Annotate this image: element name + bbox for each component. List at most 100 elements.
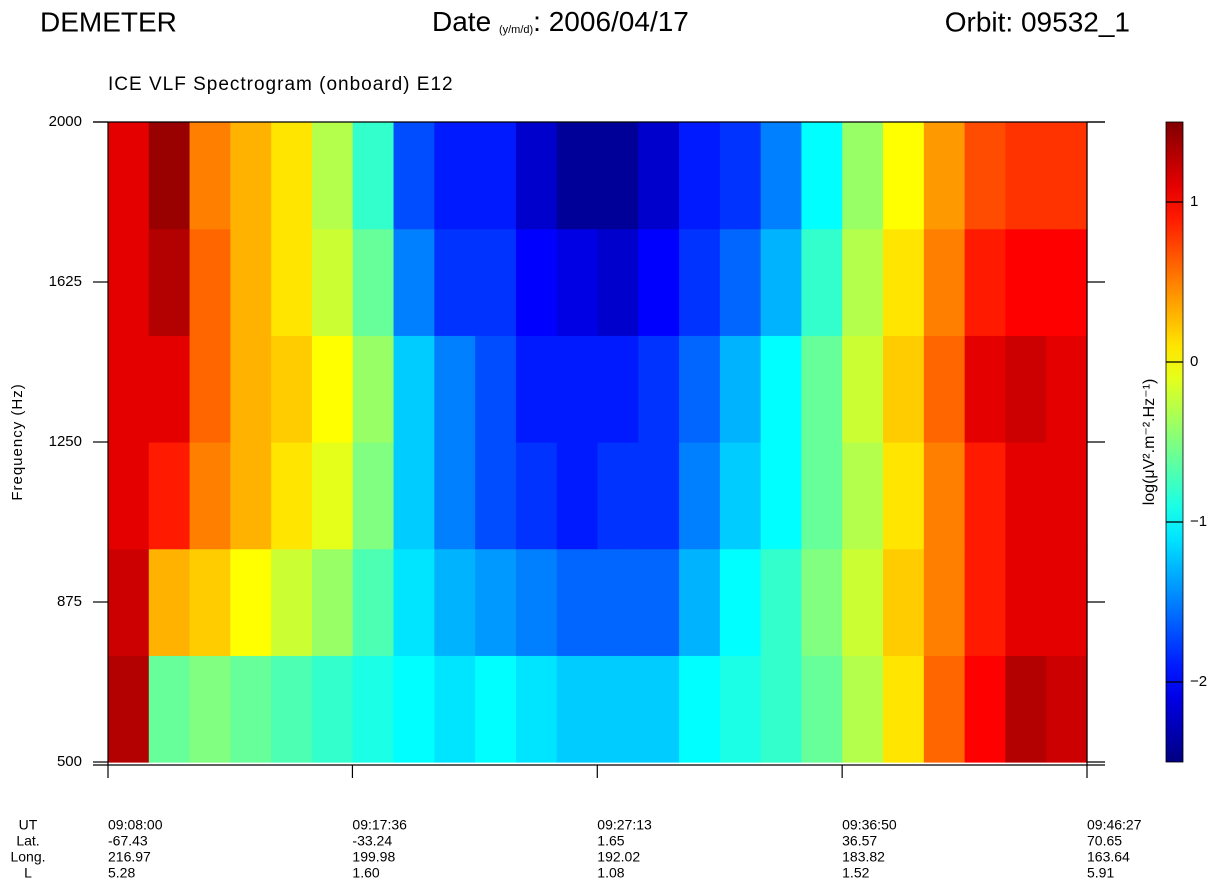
heatmap-cell <box>230 122 272 230</box>
heatmap-cell <box>719 548 762 656</box>
ephemeris-value: 09:27:13 <box>597 817 652 833</box>
heatmap-cell <box>923 655 966 763</box>
ephemeris-value: 09:08:00 <box>108 817 163 833</box>
heatmap-cell <box>760 122 803 230</box>
heatmap-cell <box>475 335 517 443</box>
heatmap-cell <box>964 122 1007 230</box>
heatmap-cell <box>352 548 395 656</box>
heatmap-cell <box>271 548 313 656</box>
heatmap-cell <box>1046 335 1088 443</box>
ephemeris-value: 199.98 <box>352 849 395 865</box>
heatmap-cell <box>801 655 843 763</box>
chart-title: ICE VLF Spectrogram (onboard) E12 <box>108 74 454 95</box>
heatmap-cell <box>189 122 231 230</box>
heatmap-cell <box>352 442 395 550</box>
heatmap-cell <box>475 655 517 763</box>
heatmap-cell <box>515 335 558 443</box>
ephemeris-row-label: Lat. <box>16 833 39 849</box>
y-tick-label: 500 <box>57 753 82 770</box>
heatmap-cell <box>230 228 272 336</box>
heatmap-cell <box>883 655 925 763</box>
heatmap-cell <box>760 335 803 443</box>
heatmap-cell <box>883 335 925 443</box>
y-tick-label: 1625 <box>49 273 82 290</box>
heatmap-cell <box>923 442 966 550</box>
heatmap-cell <box>760 228 803 336</box>
heatmap-cell <box>352 335 395 443</box>
heatmap <box>108 122 1088 763</box>
heatmap-cell <box>964 335 1007 443</box>
heatmap-cell <box>801 442 843 550</box>
heatmap-cell <box>515 228 558 336</box>
heatmap-cell <box>515 655 558 763</box>
heatmap-cell <box>597 335 639 443</box>
heatmap-cell <box>148 122 191 230</box>
ephemeris-value: 36.57 <box>842 833 877 849</box>
heatmap-cell <box>475 122 517 230</box>
heatmap-cell <box>108 548 150 656</box>
colorbar <box>1165 121 1184 763</box>
heatmap-cell <box>964 548 1007 656</box>
heatmap-cell <box>434 335 476 443</box>
heatmap-cell <box>230 335 272 443</box>
ephemeris-row-label: L <box>24 865 32 881</box>
heatmap-cell <box>801 122 843 230</box>
heatmap-cell <box>964 228 1007 336</box>
heatmap-cell <box>883 548 925 656</box>
heatmap-cell <box>597 548 639 656</box>
heatmap-cell <box>679 122 721 230</box>
heatmap-cell <box>638 548 680 656</box>
y-tick-label: 2000 <box>49 113 82 130</box>
heatmap-cell <box>230 655 272 763</box>
heatmap-cell <box>311 442 354 550</box>
heatmap-cell <box>475 548 517 656</box>
heatmap-cell <box>108 122 150 230</box>
heatmap-cell <box>108 228 150 336</box>
heatmap-cell <box>230 442 272 550</box>
heatmap-cell <box>189 655 231 763</box>
heatmap-cell <box>842 122 884 230</box>
heatmap-cell <box>393 228 435 336</box>
heatmap-cell <box>883 228 925 336</box>
heatmap-cell <box>434 228 476 336</box>
heatmap-cell <box>393 655 435 763</box>
heatmap-cell <box>393 122 435 230</box>
ephemeris-value: 163.64 <box>1087 849 1130 865</box>
ephemeris-row-label: UT <box>19 817 38 833</box>
heatmap-cell <box>760 655 803 763</box>
orbit: Orbit: 09532_1 <box>945 6 1130 37</box>
heatmap-cell <box>1046 122 1088 230</box>
heatmap-cell <box>719 335 762 443</box>
ephemeris-value: 1.52 <box>842 865 869 881</box>
mission: DEMETER <box>40 6 177 37</box>
heatmap-cell <box>108 655 150 763</box>
ephemeris-value: 70.65 <box>1087 833 1122 849</box>
heatmap-cell <box>719 228 762 336</box>
heatmap-cell <box>556 122 599 230</box>
heatmap-cell <box>434 122 476 230</box>
heatmap-cell <box>148 655 191 763</box>
heatmap-cell <box>271 122 313 230</box>
date-format: (y/m/d) <box>499 24 533 36</box>
ephemeris-value: 216.97 <box>108 849 151 865</box>
heatmap-cell <box>1005 122 1047 230</box>
ephemeris-value: 5.28 <box>108 865 135 881</box>
heatmap-cell <box>679 335 721 443</box>
ephemeris-value: 192.02 <box>597 849 640 865</box>
heatmap-cell <box>311 548 354 656</box>
heatmap-cell <box>393 335 435 443</box>
heatmap-cell <box>556 548 599 656</box>
heatmap-cell <box>638 228 680 336</box>
heatmap-cell <box>311 335 354 443</box>
heatmap-cell <box>923 548 966 656</box>
heatmap-cell <box>189 335 231 443</box>
ephemeris-value: 1.08 <box>597 865 624 881</box>
heatmap-cell <box>760 548 803 656</box>
ephemeris-value: 09:46:27 <box>1087 817 1142 833</box>
heatmap-cell <box>148 335 191 443</box>
heatmap-cell <box>638 655 680 763</box>
heatmap-cell <box>108 335 150 443</box>
heatmap-cell <box>352 122 395 230</box>
heatmap-cell <box>923 228 966 336</box>
